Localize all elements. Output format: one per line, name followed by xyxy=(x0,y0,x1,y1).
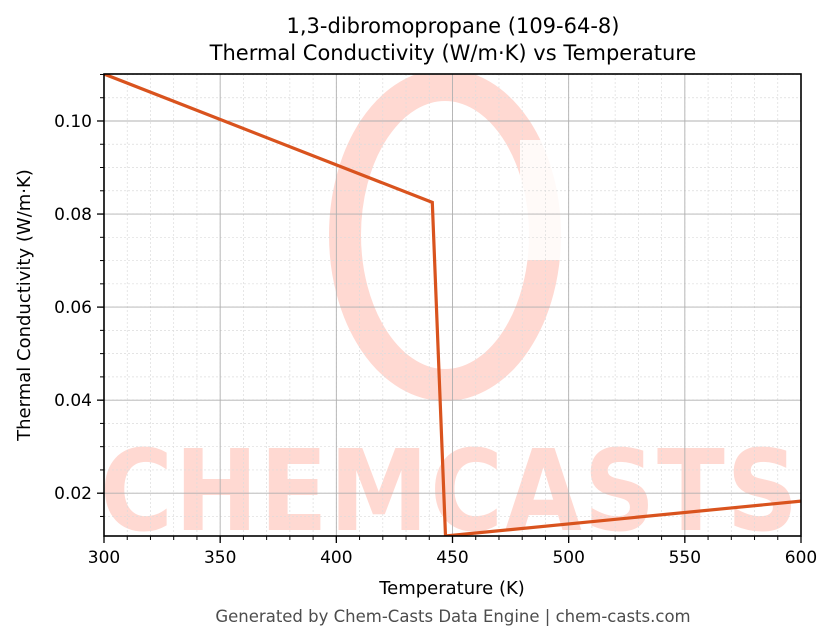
watermark-text: CHEMCASTS xyxy=(100,427,800,557)
y-tick-label: 0.10 xyxy=(54,112,92,132)
chart-title-compound: 1,3-dibromopropane (109-64-8) xyxy=(286,14,620,38)
chart-title-property: Thermal Conductivity (W/m·K) vs Temperat… xyxy=(209,41,697,65)
x-tick-label: 300 xyxy=(88,548,120,568)
y-axis: 0.02 0.04 0.06 0.08 0.10 xyxy=(54,73,104,517)
y-tick-label: 0.04 xyxy=(54,391,92,411)
x-tick-label: 600 xyxy=(785,548,817,568)
watermark-logo: CHEMCASTS xyxy=(100,74,800,557)
y-tick-label: 0.02 xyxy=(54,484,92,504)
footer-credit: Generated by Chem-Casts Data Engine | ch… xyxy=(215,607,691,626)
y-tick-label: 0.06 xyxy=(54,298,92,318)
x-tick-label: 500 xyxy=(552,548,584,568)
thermal-conductivity-line xyxy=(104,74,801,536)
y-tick-label: 0.08 xyxy=(54,205,92,225)
x-axis-label: Temperature (K) xyxy=(378,578,525,599)
x-tick-label: 550 xyxy=(669,548,701,568)
x-tick-label: 350 xyxy=(204,548,236,568)
x-tick-label: 400 xyxy=(320,548,352,568)
x-tick-label: 450 xyxy=(436,548,468,568)
y-axis-label: Thermal Conductivity (W/m·K) xyxy=(14,169,35,442)
x-axis: 300 350 400 450 500 550 600 xyxy=(88,536,817,568)
